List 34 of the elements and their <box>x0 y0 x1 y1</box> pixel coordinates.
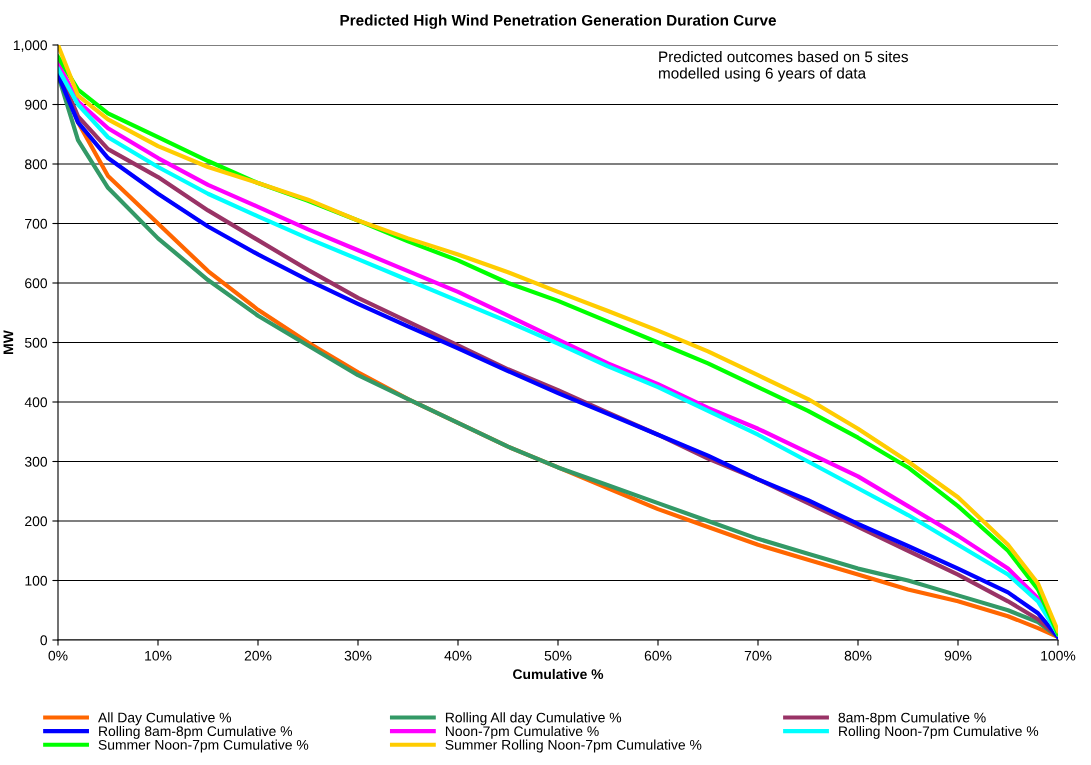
legend-label: Summer Noon-7pm Cumulative % <box>98 739 309 753</box>
legend-label: 8am-8pm Cumulative % <box>838 712 986 726</box>
x-tick-label: 70% <box>744 650 772 661</box>
x-tick-label: 0% <box>48 650 68 661</box>
y-tick-label: 200 <box>25 516 48 527</box>
annotation: Predicted outcomes based on 5 sites modelled using 6 years of data <box>659 50 908 82</box>
y-axis-title: MW <box>3 330 14 354</box>
legend-label: All Day Cumulative % <box>98 712 232 726</box>
y-tick-label: 800 <box>25 159 48 170</box>
y-tick-label: 400 <box>24 397 48 408</box>
legend-label: Rolling 8am-8pm Cumulative % <box>99 725 293 739</box>
legend-label: Noon-7pm Cumulative % <box>445 725 599 739</box>
y-tick-label: 900 <box>25 99 48 110</box>
legend-label: Summer Rolling Noon-7pm Cumulative % <box>445 739 702 753</box>
y-tick-label: 100 <box>25 575 48 586</box>
legend-label: Rolling All day Cumulative % <box>445 712 622 726</box>
legend-label: Rolling Noon-7pm Cumulative % <box>839 725 1039 739</box>
x-tick-label: 40% <box>444 650 472 661</box>
x-tick-label: 80% <box>844 650 872 661</box>
y-tick-label: 500 <box>24 337 48 348</box>
x-tick-label: 20% <box>244 650 272 661</box>
y-tick-label: 300 <box>24 456 48 467</box>
y-tick-label: 700 <box>25 218 48 229</box>
y-tick-label: 600 <box>25 278 48 289</box>
y-tick-label: 0 <box>40 635 48 646</box>
x-tick-label: 60% <box>644 650 672 661</box>
x-tick-label: 100% <box>1041 650 1076 661</box>
x-tick-label: 10% <box>145 650 172 661</box>
x-tick-label: 90% <box>944 650 972 661</box>
x-axis-title: Cumulative % <box>513 668 604 680</box>
y-tick-label: 1,000 <box>13 40 48 52</box>
x-tick-label: 50% <box>544 650 572 661</box>
x-tick-label: 30% <box>344 650 372 661</box>
chart-title: Predicted High Wind Penetration Generation Duration Curve <box>340 14 777 29</box>
